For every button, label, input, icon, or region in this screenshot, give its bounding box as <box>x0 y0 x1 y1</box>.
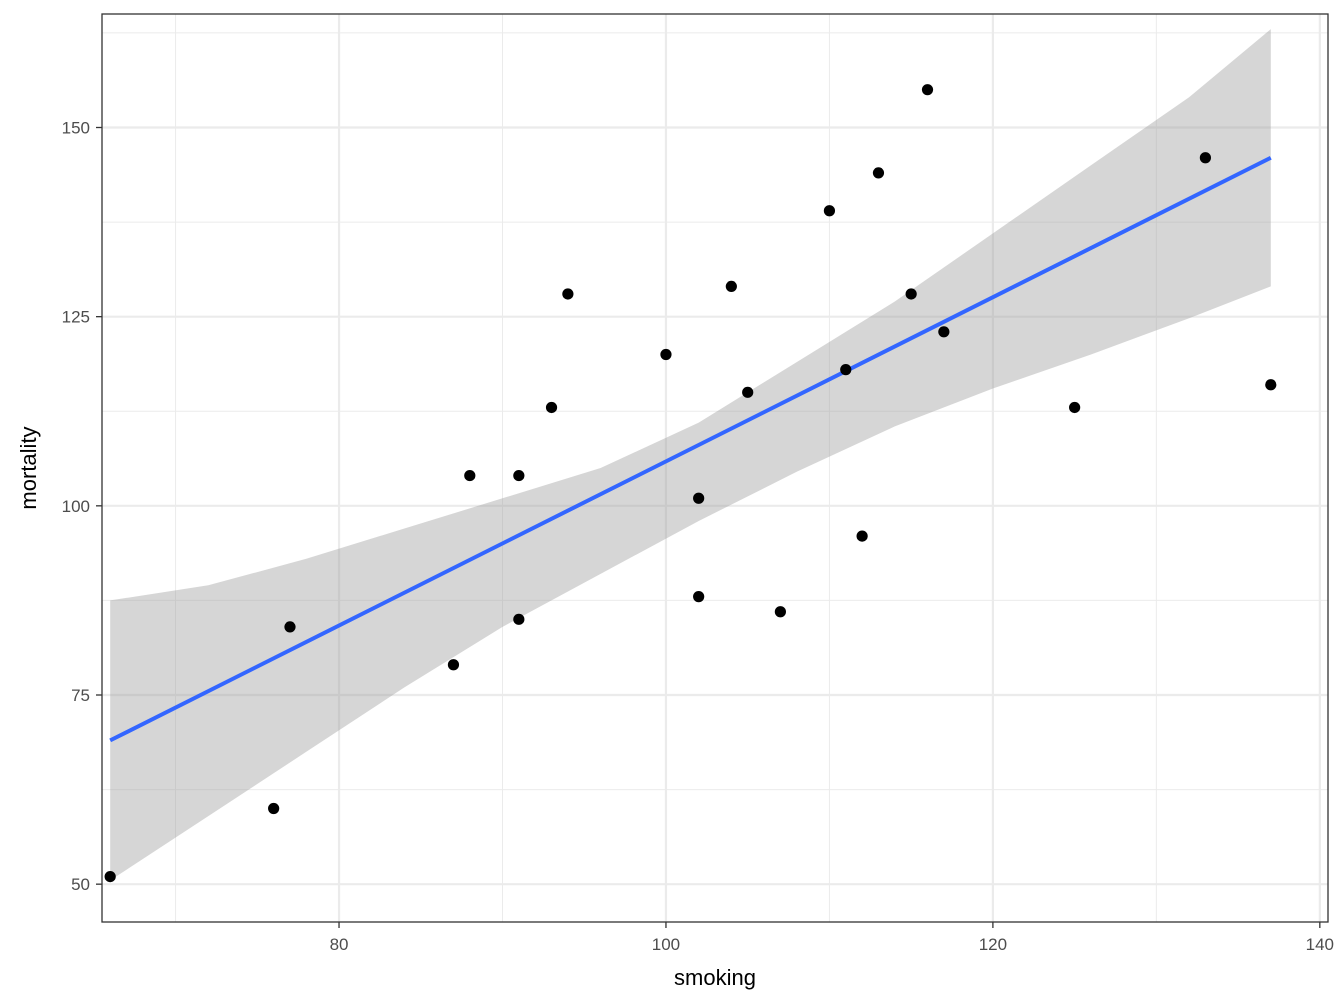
data-point <box>840 364 852 376</box>
data-point <box>742 386 754 398</box>
data-point <box>905 288 917 300</box>
grid-minor <box>102 14 1328 922</box>
x-tick-label: 80 <box>330 935 349 954</box>
data-point <box>464 469 476 482</box>
data-point <box>447 659 460 671</box>
data-point <box>921 84 934 96</box>
confidence-band-layer <box>110 29 1271 881</box>
confidence-band <box>110 29 1271 881</box>
data-point <box>938 326 950 338</box>
data-point <box>545 401 558 414</box>
y-tick-label: 75 <box>71 686 90 705</box>
data-point <box>104 871 116 883</box>
data-point <box>513 613 525 625</box>
y-axis-title: mortality <box>16 426 41 509</box>
data-point <box>1265 379 1277 391</box>
x-tick-label: 140 <box>1306 935 1334 954</box>
y-tick-label: 150 <box>62 119 90 138</box>
data-point <box>693 591 705 603</box>
points-layer <box>104 84 1277 883</box>
grid-major <box>102 14 1328 922</box>
x-axis: 80 100 120 140 <box>330 922 1334 954</box>
data-point <box>872 167 885 179</box>
data-point <box>562 288 574 300</box>
data-point <box>856 530 868 542</box>
x-axis-title: smoking <box>674 965 756 990</box>
y-tick-label: 100 <box>62 497 90 516</box>
data-point <box>1069 401 1081 414</box>
data-point <box>660 348 672 361</box>
fit-line <box>109 155 1272 743</box>
x-tick-label: 100 <box>652 935 680 954</box>
data-point <box>693 492 705 504</box>
data-point <box>725 280 737 292</box>
y-axis: 50 75 100 125 150 <box>62 119 102 894</box>
data-point <box>774 606 786 618</box>
panel-border <box>101 13 1329 923</box>
fit-line-layer <box>109 155 1272 743</box>
data-point <box>823 205 836 217</box>
y-tick-label: 50 <box>71 875 90 894</box>
x-tick-label: 120 <box>979 935 1007 954</box>
data-point <box>268 802 280 815</box>
data-point <box>513 469 525 482</box>
data-point <box>284 621 296 633</box>
data-point <box>1199 152 1211 164</box>
y-tick-label: 125 <box>62 308 90 327</box>
